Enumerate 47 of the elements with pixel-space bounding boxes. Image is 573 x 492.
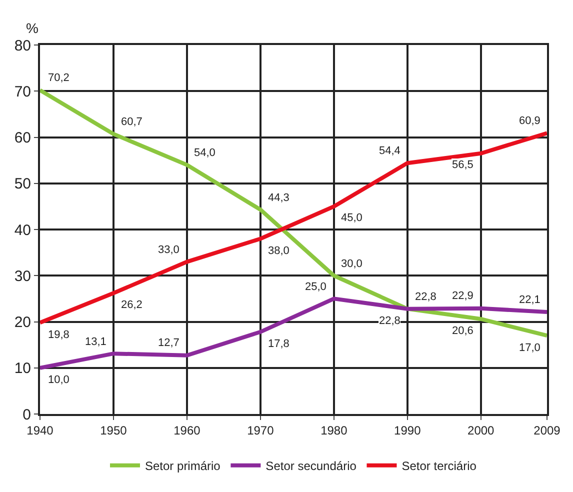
data-label: 22,1 <box>519 294 540 306</box>
data-label: 26,2 <box>121 299 142 311</box>
x-tick-label: 1970 <box>247 423 274 438</box>
data-label: 60,7 <box>121 116 142 128</box>
data-label: 38,0 <box>268 245 290 257</box>
y-tick-label: 20 <box>14 314 31 331</box>
x-tick-label: 1950 <box>100 423 128 438</box>
data-label: 22,9 <box>452 290 474 302</box>
line-series <box>40 88 547 338</box>
data-label: 45,0 <box>341 212 362 224</box>
x-tick-label: 2009 <box>534 423 561 438</box>
x-tick-label: 1990 <box>394 423 422 438</box>
y-tick-label: 30 <box>14 268 31 285</box>
data-label: 54,4 <box>379 145 400 157</box>
x-tick-label: 1980 <box>320 423 348 438</box>
data-label: 17,0 <box>519 342 540 354</box>
data-label: 70,2 <box>48 72 70 84</box>
line-series <box>40 131 547 325</box>
data-label: 33,0 <box>158 244 180 256</box>
y-tick-label: 70 <box>14 83 31 100</box>
data-label: 20,6 <box>452 325 474 337</box>
y-tick-label: 10 <box>14 360 31 378</box>
y-tick-label: 60 <box>14 130 31 146</box>
y-tick-label: 80 <box>14 37 31 54</box>
x-tick-label: 2000 <box>468 423 495 438</box>
data-label: 30,0 <box>341 258 362 270</box>
legend-label: Setor primário <box>145 459 221 474</box>
data-label: 19,8 <box>48 329 70 341</box>
data-label: 10,0 <box>48 374 70 386</box>
data-label: 44,3 <box>268 192 290 204</box>
data-label: 60,9 <box>519 115 540 127</box>
data-label: 12,7 <box>158 337 180 349</box>
x-tick-label: 1960 <box>174 423 201 438</box>
data-label: 56,5 <box>452 159 474 171</box>
y-tick-label: 0 <box>22 406 31 424</box>
data-label: 13,1 <box>85 336 106 348</box>
data-label: 25,0 <box>305 281 326 293</box>
y-tick-label: 50 <box>14 176 31 193</box>
y-tick-label: 40 <box>14 222 31 239</box>
legend-label: Setor terciário <box>402 459 477 474</box>
y-axis-title: % <box>26 20 38 36</box>
data-label: 22,8 <box>415 291 436 303</box>
data-label: 17,8 <box>268 338 290 350</box>
legend-label: Setor secundário <box>266 459 357 474</box>
data-label: 22,8 <box>379 315 400 327</box>
x-tick-label: 1940 <box>26 423 54 438</box>
data-label: 54,0 <box>194 147 216 159</box>
